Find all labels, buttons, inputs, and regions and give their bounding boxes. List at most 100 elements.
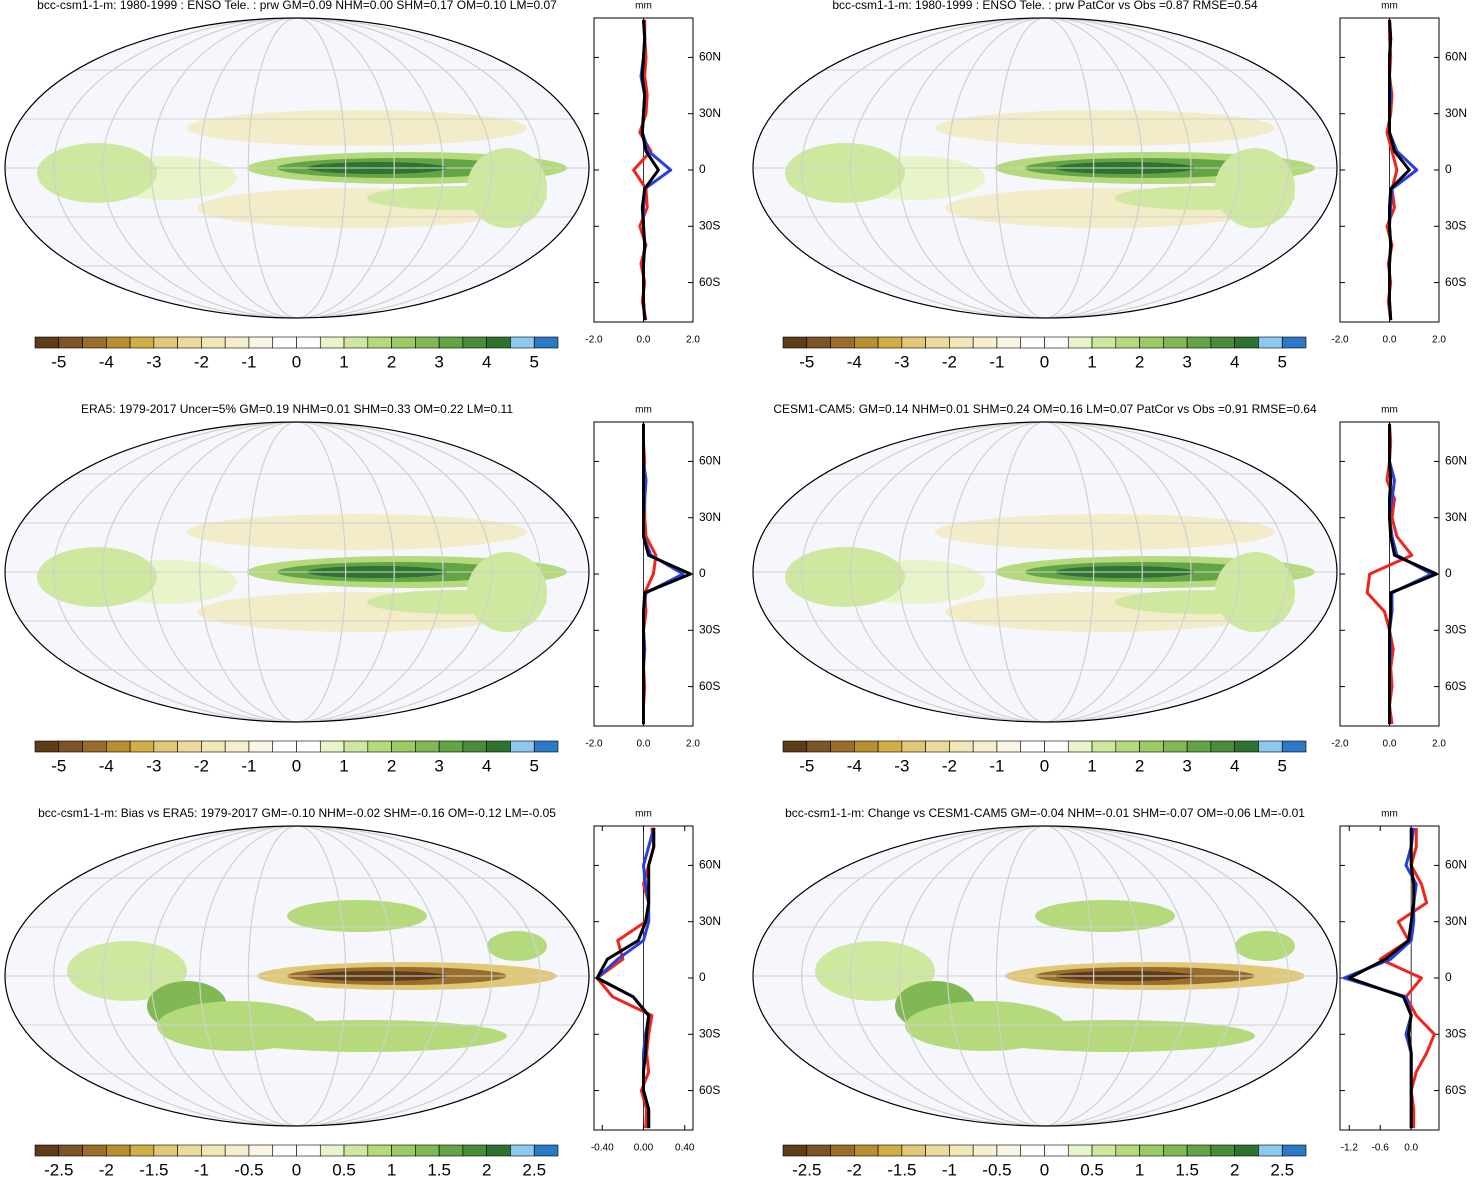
colorbar-box bbox=[782, 336, 808, 349]
colorbar-box bbox=[415, 1144, 440, 1157]
y-tick-label: 30S bbox=[699, 1026, 720, 1040]
y-tick-label: 60S bbox=[1445, 275, 1466, 289]
colorbar-box bbox=[201, 1144, 226, 1157]
colorbar-box bbox=[877, 740, 903, 753]
colorbar-label: 0 bbox=[1040, 352, 1049, 371]
colorbar-box bbox=[391, 336, 416, 349]
colorbar-label: -1.5 bbox=[887, 1160, 916, 1178]
colorbar-label: -1 bbox=[241, 352, 256, 371]
colorbar-box bbox=[486, 740, 511, 753]
colorbar-box bbox=[1067, 1144, 1093, 1157]
colorbar-box bbox=[391, 1144, 416, 1157]
y-tick-label: 0 bbox=[699, 566, 706, 580]
colorbar-box bbox=[782, 1144, 808, 1157]
colorbar-box bbox=[1163, 336, 1188, 349]
colorbar-box bbox=[58, 740, 83, 753]
panel-title: bcc-csm1-1-m: Bias vs ERA5: 1979-2017 GM… bbox=[38, 806, 556, 820]
colorbar-label: 2.5 bbox=[522, 1160, 546, 1178]
colorbar-box bbox=[830, 740, 855, 753]
colorbar-label: 0 bbox=[1040, 1160, 1049, 1178]
colorbar-box bbox=[1186, 1144, 1212, 1157]
x-axis-label: mm bbox=[635, 405, 652, 416]
colorbar-box bbox=[782, 740, 808, 753]
y-tick-label: 0 bbox=[699, 162, 706, 176]
colorbar-label: -2 bbox=[942, 352, 957, 371]
colorbar-box bbox=[1258, 740, 1283, 753]
colorbar-box bbox=[1281, 336, 1307, 349]
colorbar-box bbox=[153, 740, 178, 753]
colorbar-box bbox=[533, 740, 559, 753]
x-tick-label: 2.0 bbox=[1432, 739, 1446, 750]
panel-title: CESM1-CAM5: GM=0.14 NHM=0.01 SHM=0.24 OM… bbox=[773, 402, 1317, 416]
map-field bbox=[1235, 931, 1295, 961]
y-tick-label: 0 bbox=[1445, 970, 1452, 984]
colorbar-box bbox=[1115, 336, 1140, 349]
colorbar-box bbox=[854, 336, 879, 349]
colorbar-box bbox=[1091, 1144, 1117, 1157]
y-tick-label: 0 bbox=[699, 970, 706, 984]
colorbar-box bbox=[510, 1144, 535, 1157]
colorbar-box bbox=[319, 1144, 345, 1157]
colorbar-box bbox=[877, 1144, 903, 1157]
colorbar-box bbox=[830, 1144, 855, 1157]
colorbar-box bbox=[486, 336, 511, 349]
colorbar-box bbox=[806, 740, 831, 753]
colorbar-box bbox=[901, 740, 926, 753]
profile-line bbox=[1365, 423, 1414, 725]
y-tick-label: 60N bbox=[1445, 454, 1467, 468]
colorbar-box bbox=[462, 740, 487, 753]
colorbar-label: 2 bbox=[1135, 756, 1144, 775]
colorbar-box bbox=[1281, 740, 1307, 753]
map-border bbox=[752, 421, 1338, 723]
profile-line bbox=[1388, 423, 1438, 725]
colorbar-label: -1 bbox=[989, 756, 1004, 775]
colorbar-label: 2 bbox=[482, 1160, 491, 1178]
colorbar-label: 1 bbox=[339, 756, 348, 775]
colorbar-label: 5 bbox=[1277, 352, 1286, 371]
colorbar-label: -4 bbox=[847, 756, 862, 775]
colorbar-box bbox=[901, 1144, 926, 1157]
y-tick-label: 60S bbox=[1445, 1083, 1466, 1097]
y-tick-label: 60N bbox=[699, 858, 721, 872]
colorbar-box bbox=[996, 1144, 1022, 1157]
colorbar-box bbox=[106, 1144, 131, 1157]
colorbar-box bbox=[415, 740, 440, 753]
colorbar-label: -1.5 bbox=[139, 1160, 168, 1178]
colorbar-box bbox=[1067, 336, 1093, 349]
colorbar-box bbox=[438, 336, 464, 349]
y-tick-label: 60N bbox=[1445, 858, 1467, 872]
colorbar-box bbox=[177, 336, 202, 349]
map-border bbox=[4, 17, 590, 319]
colorbar-label: -2 bbox=[194, 352, 209, 371]
profile-line bbox=[595, 827, 656, 1129]
colorbar-label: -4 bbox=[99, 352, 114, 371]
colorbar-box bbox=[82, 336, 107, 349]
colorbar-box bbox=[58, 336, 83, 349]
x-tick-label: -1.2 bbox=[1341, 1143, 1359, 1154]
colorbar-label: 5 bbox=[1277, 756, 1286, 775]
colorbar-label: -3 bbox=[146, 352, 161, 371]
x-tick-label: 0.0 bbox=[1383, 335, 1397, 346]
colorbar-box bbox=[510, 336, 535, 349]
map-field bbox=[1215, 148, 1295, 228]
colorbar-box bbox=[296, 1144, 321, 1157]
colorbar-box bbox=[1044, 336, 1069, 349]
colorbar-label: 0 bbox=[292, 352, 301, 371]
colorbar-box bbox=[153, 336, 178, 349]
colorbar-box bbox=[1210, 336, 1235, 349]
y-tick-label: 0 bbox=[1445, 566, 1452, 580]
y-tick-label: 60S bbox=[699, 275, 720, 289]
colorbar-box bbox=[177, 740, 202, 753]
colorbar-box bbox=[486, 1144, 511, 1157]
map-field bbox=[37, 547, 157, 607]
colorbar-box bbox=[806, 1144, 831, 1157]
colorbar-box bbox=[1091, 740, 1117, 753]
colorbar-label: -2.5 bbox=[792, 1160, 821, 1178]
y-tick-label: 30N bbox=[1445, 510, 1467, 524]
colorbar-box bbox=[343, 336, 369, 349]
colorbar-box bbox=[1067, 740, 1093, 753]
x-tick-label: -2.0 bbox=[585, 739, 603, 750]
colorbar-box bbox=[367, 1144, 392, 1157]
colorbar-label: -2 bbox=[847, 1160, 862, 1178]
